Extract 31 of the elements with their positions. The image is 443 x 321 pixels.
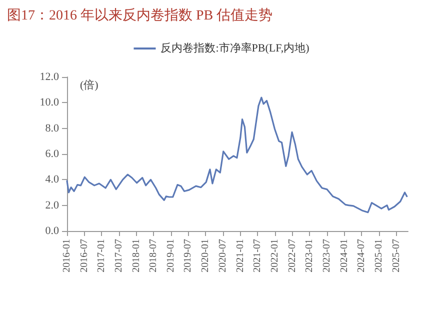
- x-tick-label: 2016-01: [62, 239, 72, 272]
- y-tick-label: 10.0: [40, 96, 60, 109]
- x-tick-label: 2021-07: [252, 239, 264, 272]
- x-tick-label: 2022-01: [270, 239, 281, 272]
- x-tick-label: 2017-07: [113, 239, 124, 272]
- x-tick-label: 2024-01: [338, 239, 350, 272]
- y-tick-label: 0.0: [45, 225, 60, 237]
- x-tick-label: 2025-07: [390, 239, 402, 272]
- y-tick-label: 4.0: [45, 174, 60, 186]
- x-tick-label: 2022-07: [286, 239, 298, 272]
- x-tick-label: 2019-01: [166, 239, 177, 272]
- y-tick-label: 12.0: [40, 71, 60, 83]
- x-tick-label: 2021-01: [234, 239, 246, 272]
- line-series: [66, 96, 408, 214]
- y-tick-label: 2.0: [45, 199, 60, 212]
- x-tick-label: 2018-07: [148, 239, 160, 272]
- y-tick-label: 8.0: [45, 122, 60, 134]
- x-tick-label: 2025-01: [374, 239, 385, 272]
- x-tick-label: 2023-07: [321, 239, 332, 272]
- chart-title: 图17：2016 年以来反内卷指数 PB 估值走势: [7, 8, 273, 24]
- x-tick-label: 2017-01: [96, 239, 108, 272]
- y-axis-title: (倍): [80, 78, 99, 92]
- x-tick-label: 2016-07: [78, 239, 90, 272]
- y-tick-label: 6.0: [45, 148, 60, 160]
- x-tick-label: 2023-01: [304, 239, 316, 272]
- x-tick-label: 2019-07: [182, 239, 194, 272]
- x-tick-label: 2018-01: [130, 239, 142, 272]
- x-tick-label: 2024-07: [356, 239, 368, 272]
- legend-label: 反内卷指数:市净率PB(LF,内地): [160, 42, 310, 54]
- x-tick-label: 2020-07: [217, 239, 228, 272]
- x-tick-label: 2020-01: [200, 239, 212, 272]
